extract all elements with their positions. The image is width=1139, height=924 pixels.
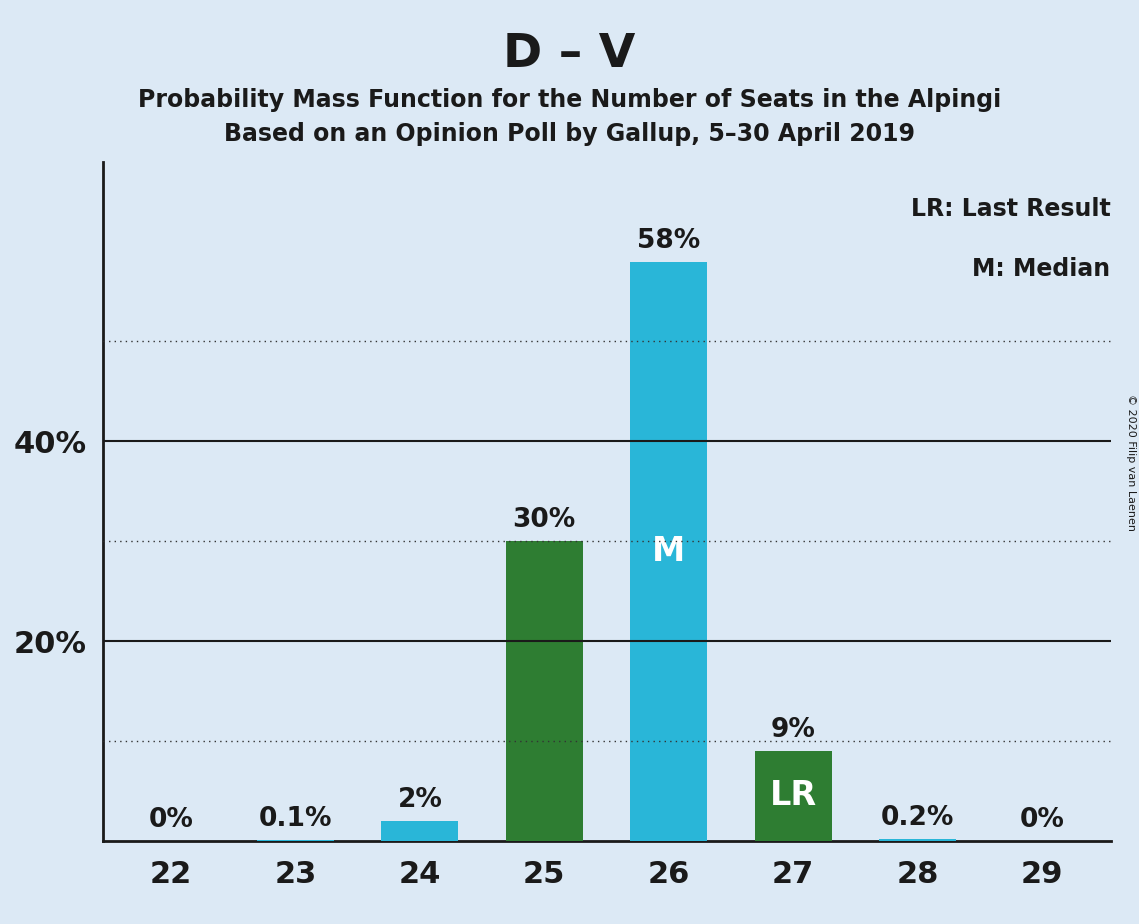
Text: D – V: D – V [503,32,636,78]
Text: 0%: 0% [148,807,194,833]
Text: 2%: 2% [398,787,442,813]
Text: 0%: 0% [1019,807,1065,833]
Bar [630,261,707,841]
Bar [506,541,583,841]
Bar [382,821,458,841]
Text: 9%: 9% [771,717,816,743]
Text: Probability Mass Function for the Number of Seats in the Alpingi: Probability Mass Function for the Number… [138,88,1001,112]
Text: LR: Last Result: LR: Last Result [911,197,1111,221]
Text: 58%: 58% [637,227,700,253]
Text: © 2020 Filip van Laenen: © 2020 Filip van Laenen [1126,394,1136,530]
Text: 0.1%: 0.1% [259,806,333,832]
Text: Based on an Opinion Poll by Gallup, 5–30 April 2019: Based on an Opinion Poll by Gallup, 5–30… [224,122,915,146]
Text: LR: LR [770,780,817,812]
Text: M: M [653,535,686,567]
Text: 0.2%: 0.2% [880,805,954,831]
Bar [755,751,831,841]
Text: M: Median: M: Median [973,257,1111,281]
Bar [879,839,957,841]
Text: 30%: 30% [513,507,576,533]
Bar [256,840,334,841]
